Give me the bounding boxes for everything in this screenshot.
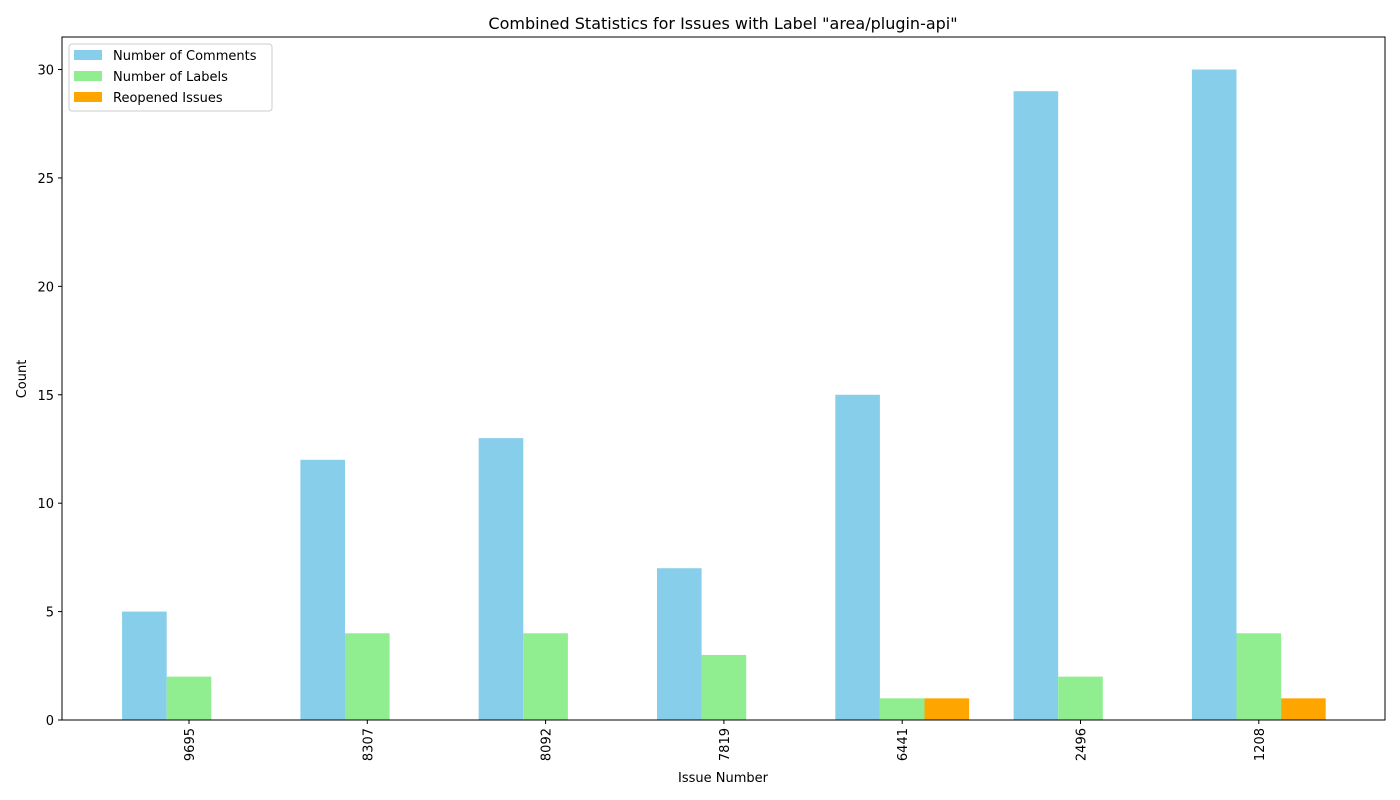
bar-number-of-labels-8092 — [523, 633, 568, 720]
bar-number-of-comments-8092 — [478, 438, 524, 720]
plot-frame — [61, 36, 1386, 721]
bar-number-of-labels-9695 — [166, 676, 212, 720]
bar-reopened-issues-6441 — [924, 698, 970, 720]
chart-title: Combined Statistics for Issues with Labe… — [488, 14, 957, 33]
y-tick-label: 30 — [37, 64, 54, 79]
x-tick-label: 8307 — [361, 728, 376, 761]
bar-number-of-comments-9695 — [122, 611, 167, 720]
y-tick-label: 20 — [37, 280, 54, 295]
x-axis-label: Issue Number — [678, 771, 769, 786]
x-tick-label: 6441 — [896, 728, 911, 761]
legend-swatch — [74, 50, 102, 60]
legend: Number of Comments Number of Labels Reopen… — [68, 43, 273, 112]
bar-number-of-labels-8307 — [345, 633, 390, 720]
bar-number-of-comments-1208 — [1191, 69, 1237, 721]
x-axis: 9695 8307 8092 7819 6441 2496 1208 — [183, 720, 1268, 761]
x-tick-label: 8092 — [540, 728, 555, 761]
y-tick-label: 5 — [46, 606, 54, 621]
y-tick-label: 25 — [37, 172, 54, 187]
x-tick-label: 9695 — [183, 728, 198, 761]
bar-number-of-labels-1208 — [1236, 633, 1282, 720]
legend-swatch — [74, 71, 102, 81]
bar-number-of-comments-8307 — [300, 459, 345, 720]
bar-number-of-comments-7819 — [657, 568, 702, 720]
legend-swatch — [74, 92, 102, 102]
bar-reopened-issues-1208 — [1281, 698, 1326, 720]
y-tick-label: 0 — [46, 714, 54, 729]
y-axis: 0 5 10 15 20 25 30 — [37, 64, 62, 729]
legend-box — [68, 43, 273, 112]
legend-label: Number of Comments — [113, 49, 257, 64]
legend-label: Number of Labels — [113, 70, 228, 85]
bar-number-of-labels-7819 — [701, 654, 747, 720]
y-tick-label: 10 — [37, 497, 54, 512]
bar-number-of-labels-6441 — [879, 698, 925, 720]
y-axis-label: Count — [15, 360, 30, 399]
bar-number-of-labels-2496 — [1058, 676, 1103, 720]
bar-number-of-comments-2496 — [1013, 91, 1059, 720]
x-tick-label: 7819 — [718, 728, 733, 761]
x-tick-label: 2496 — [1075, 728, 1090, 761]
bar-number-of-comments-6441 — [835, 394, 880, 720]
bars-group — [122, 69, 1326, 721]
legend-label: Reopened Issues — [113, 91, 223, 106]
x-tick-label: 1208 — [1253, 728, 1268, 761]
y-tick-label: 15 — [37, 389, 54, 404]
